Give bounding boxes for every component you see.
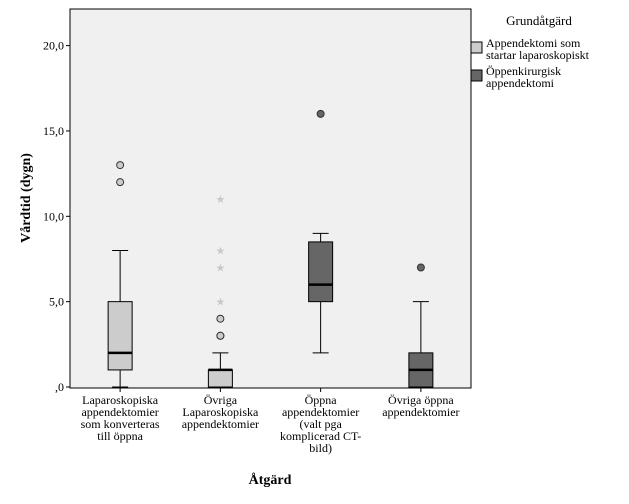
y-tick-label: 15,0 [43, 124, 64, 138]
outlier-point [116, 178, 125, 187]
legend-entry-line: Öppenkirurgisk [486, 64, 561, 78]
x-category-label-line: till öppna [97, 429, 143, 443]
x-category-label-line: appendektomier [282, 405, 359, 419]
x-category-label-line: komplicerad CT- [280, 429, 361, 443]
legend-entry-label: Öppenkirurgisk appendektomi [486, 64, 561, 90]
x-category-label-line: appendektomier [182, 417, 259, 431]
y-tick-label: ,0 [55, 380, 64, 394]
legend: Grundåtgärd Appendektomi som startar lapa… [470, 13, 590, 90]
x-axis-title: Åtgärd [249, 472, 292, 488]
legend-swatch [470, 69, 483, 82]
x-category-label: Laparoskopiska appendektomier som konverte… [81, 393, 160, 443]
y-tick-label: 5,0 [49, 295, 64, 309]
x-category-label-line: (valt pga [299, 417, 342, 431]
x-category-label-line: appendektomier [382, 405, 459, 419]
y-axis-title: Vårdtid (dygn) [19, 153, 34, 243]
outlier-point [216, 314, 225, 323]
x-category-label-line: appendektomier [81, 405, 158, 419]
outlier-point [116, 161, 125, 170]
x-category-label-line: som konverteras [81, 417, 160, 431]
legend-entry-label: Appendektomi som startar laparoskopiskt [486, 36, 590, 62]
x-category-label: Övriga Laparoskopiska appendektomier [182, 393, 259, 431]
legend-entry-line: Appendektomi som [486, 36, 581, 50]
extreme-point: ★ [215, 193, 225, 206]
legend-entry-line: startar laparoskopiskt [486, 48, 590, 62]
y-tick-label: 20,0 [43, 39, 64, 53]
outlier-point [216, 331, 225, 340]
extreme-point: ★ [215, 262, 225, 275]
legend-title: Grundåtgärd [506, 13, 572, 28]
x-category-label-line: Övriga [204, 393, 238, 407]
x-category-label-line: Laparoskopiska [82, 393, 159, 407]
extreme-point: ★ [215, 296, 225, 309]
box [308, 241, 334, 303]
outlier-point [316, 109, 325, 118]
outlier-point [416, 263, 425, 272]
x-category-label-line: Laparoskopiska [182, 405, 259, 419]
y-tick-label: 10,0 [43, 209, 64, 223]
extreme-point: ★ [215, 244, 225, 257]
plot-area [69, 8, 472, 389]
x-category-label: Öppna appendektomier (valt pga komplicerad … [280, 393, 361, 455]
legend-entry-line: appendektomi [486, 76, 555, 90]
x-category-label-line: Övriga öppna [388, 393, 454, 407]
x-category-label-line: bild) [309, 441, 332, 455]
box [107, 301, 133, 371]
box [207, 369, 233, 388]
x-category-label: Övriga öppna appendektomier [382, 393, 459, 419]
x-category-label-line: Öppna [305, 393, 338, 407]
legend-swatch [470, 41, 483, 54]
